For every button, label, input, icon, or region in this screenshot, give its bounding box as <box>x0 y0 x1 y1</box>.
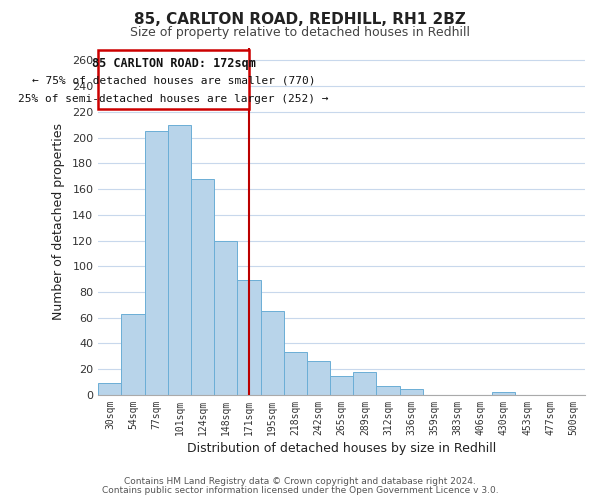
Bar <box>191 179 214 395</box>
Text: 85 CARLTON ROAD: 172sqm: 85 CARLTON ROAD: 172sqm <box>92 56 256 70</box>
X-axis label: Distribution of detached houses by size in Redhill: Distribution of detached houses by size … <box>187 442 496 455</box>
Bar <box>168 124 191 395</box>
Bar <box>330 376 353 395</box>
Bar <box>260 312 284 395</box>
Text: Contains HM Land Registry data © Crown copyright and database right 2024.: Contains HM Land Registry data © Crown c… <box>124 477 476 486</box>
Bar <box>492 392 515 395</box>
Text: 85, CARLTON ROAD, REDHILL, RH1 2BZ: 85, CARLTON ROAD, REDHILL, RH1 2BZ <box>134 12 466 28</box>
Bar <box>98 384 121 395</box>
Bar <box>284 352 307 395</box>
FancyBboxPatch shape <box>98 50 249 110</box>
Text: Contains public sector information licensed under the Open Government Licence v : Contains public sector information licen… <box>101 486 499 495</box>
Bar <box>353 372 376 395</box>
Bar <box>307 362 330 395</box>
Bar <box>400 388 423 395</box>
Text: Size of property relative to detached houses in Redhill: Size of property relative to detached ho… <box>130 26 470 39</box>
Bar <box>214 240 238 395</box>
Bar <box>238 280 260 395</box>
Bar <box>145 131 168 395</box>
Text: 25% of semi-detached houses are larger (252) →: 25% of semi-detached houses are larger (… <box>19 94 329 104</box>
Text: ← 75% of detached houses are smaller (770): ← 75% of detached houses are smaller (77… <box>32 76 316 86</box>
Bar <box>121 314 145 395</box>
Bar <box>376 386 400 395</box>
Y-axis label: Number of detached properties: Number of detached properties <box>52 122 65 320</box>
